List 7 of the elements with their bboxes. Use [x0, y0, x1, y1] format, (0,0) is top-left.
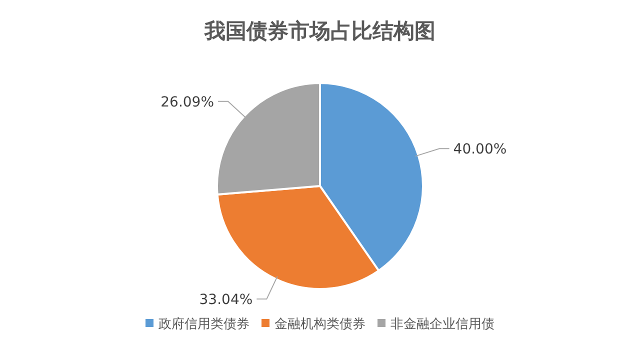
data-label: 26.09% — [160, 94, 214, 110]
data-label: 33.04% — [199, 292, 253, 308]
chart-title: 我国债券市场占比结构图 — [204, 19, 436, 43]
legend-label: 金融机构类债券 — [274, 317, 366, 332]
legend-label: 政府信用类债券 — [158, 316, 250, 332]
data-label: 40.00% — [453, 142, 507, 158]
legend-label: 非金融企业信用债 — [390, 317, 494, 332]
